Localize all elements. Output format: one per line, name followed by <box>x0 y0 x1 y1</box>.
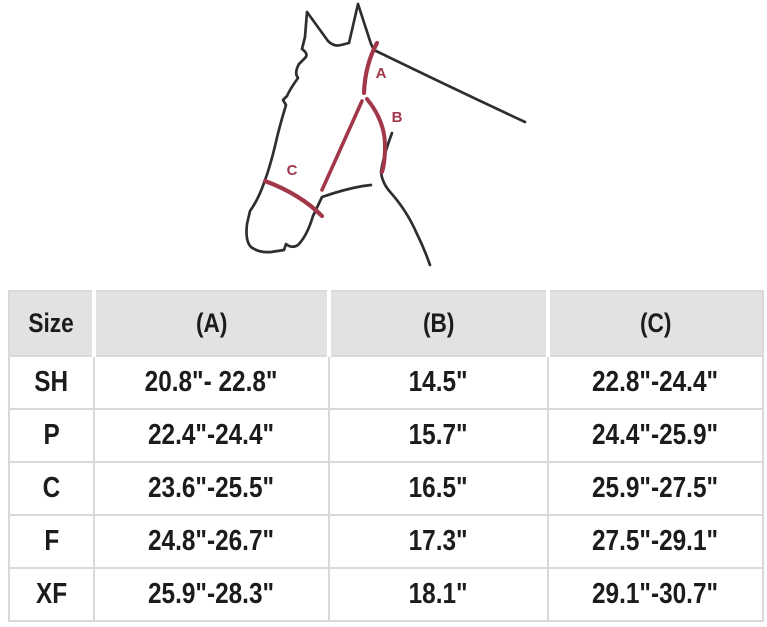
horse-head-diagram: A B C <box>245 2 527 267</box>
measurement-c-cell: 24.4"-25.9" <box>547 408 764 463</box>
halter-cheek-strap <box>320 99 364 192</box>
measurement-c-cell: 29.1"-30.7" <box>547 567 764 622</box>
table-row-p: P 22.4"-24.4" 15.7" 24.4"-25.9" <box>8 408 764 463</box>
table-row-f: F 24.8"-26.7" 17.3" 27.5"-29.1" <box>8 514 764 569</box>
column-header-c: (C) <box>546 290 764 357</box>
measurement-label-b: B <box>392 109 403 126</box>
header-row: Size (A) (B) (C) <box>8 290 764 357</box>
horse-outline-jowl-throat <box>379 131 432 267</box>
measurement-a-cell: 20.8"- 22.8" <box>93 355 330 410</box>
measurement-a-cell: 23.6"-25.5" <box>93 461 330 516</box>
measurement-label-a: A <box>376 65 387 82</box>
measurement-b-cell: 14.5" <box>328 355 549 410</box>
halter-crown-strap-a <box>361 40 380 96</box>
size-cell: XF <box>8 567 95 622</box>
table-row-xf: XF 25.9"-28.3" 18.1" 29.1"-30.7" <box>8 567 764 622</box>
halter-noseband-strap-c <box>262 178 325 219</box>
column-header-size: Size <box>8 290 95 357</box>
measurement-b-cell: 17.3" <box>328 514 549 569</box>
horse-outline-ears-neck <box>303 2 527 124</box>
size-cell: SH <box>8 355 95 410</box>
measurement-c-cell: 25.9"-27.5" <box>547 461 764 516</box>
column-header-b: (B) <box>327 290 549 357</box>
size-cell: P <box>8 408 95 463</box>
size-cell: C <box>8 461 95 516</box>
measurement-c-cell: 27.5"-29.1" <box>547 514 764 569</box>
column-header-a: (A) <box>92 290 330 357</box>
measurement-a-cell: 25.9"-28.3" <box>93 567 330 622</box>
measurement-b-cell: 18.1" <box>328 567 549 622</box>
horse-outline-face-jaw <box>245 35 373 254</box>
measurement-b-cell: 15.7" <box>328 408 549 463</box>
size-chart-table: Size (A) (B) (C) SH 20.8"- 22.8" 14.5" 2… <box>8 290 764 622</box>
measurement-c-cell: 22.8"-24.4" <box>547 355 764 410</box>
size-cell: F <box>8 514 95 569</box>
measurement-a-cell: 24.8"-26.7" <box>93 514 330 569</box>
table-row-sh: SH 20.8"- 22.8" 14.5" 22.8"-24.4" <box>8 355 764 410</box>
measurement-b-cell: 16.5" <box>328 461 549 516</box>
measurement-a-cell: 22.4"-24.4" <box>93 408 330 463</box>
table-row-c: C 23.6"-25.5" 16.5" 25.9"-27.5" <box>8 461 764 516</box>
halter-throatlatch-strap-b <box>365 97 388 174</box>
measurement-label-c: C <box>287 162 298 179</box>
